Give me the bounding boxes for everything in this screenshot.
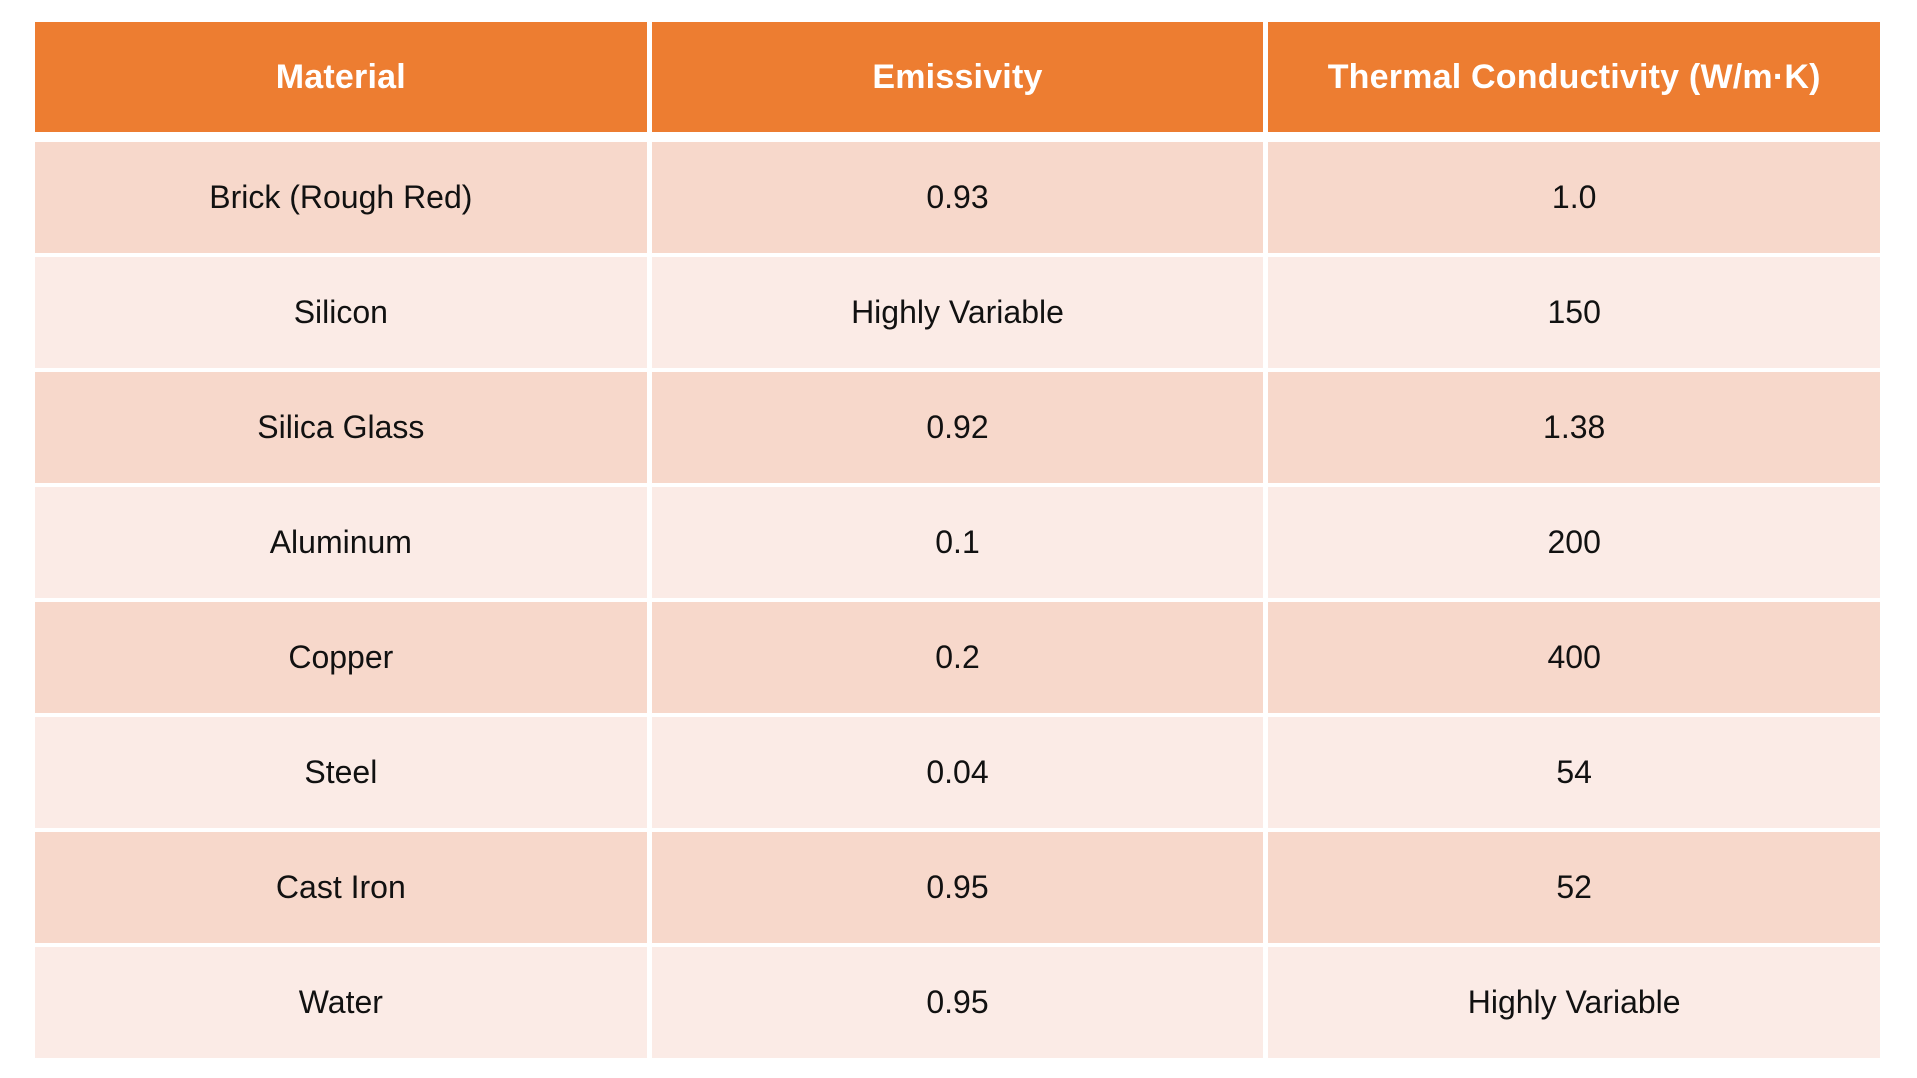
- table-cell: 0.92: [651, 372, 1264, 483]
- table-cell: Cast Iron: [35, 832, 647, 943]
- header-cell-material: Material: [35, 22, 647, 132]
- table-row: Steel 0.04 54: [35, 717, 1880, 828]
- table-cell: 1.0: [1268, 142, 1880, 253]
- table-cell: Copper: [35, 602, 647, 713]
- header-cell-thermal-conductivity: Thermal Conductivity (W/m·K): [1268, 22, 1880, 132]
- table-cell: Silicon: [35, 257, 647, 368]
- table-cell: Water: [35, 947, 647, 1058]
- table-cell: Steel: [35, 717, 647, 828]
- table-cell: Highly Variable: [1268, 947, 1880, 1058]
- table-cell: 0.95: [651, 832, 1264, 943]
- table-row: Copper 0.2 400: [35, 602, 1880, 713]
- table-cell: 1.38: [1268, 372, 1880, 483]
- table-cell: 200: [1268, 487, 1880, 598]
- table-cell: 0.95: [651, 947, 1264, 1058]
- table-row: Brick (Rough Red) 0.93 1.0: [35, 142, 1880, 253]
- table-cell: Brick (Rough Red): [35, 142, 647, 253]
- header-cell-emissivity: Emissivity: [651, 22, 1264, 132]
- table-cell: 150: [1268, 257, 1880, 368]
- table-header-row: Material Emissivity Thermal Conductivity…: [35, 22, 1880, 132]
- materials-properties-table: Material Emissivity Thermal Conductivity…: [35, 22, 1880, 1058]
- table-cell: Highly Variable: [651, 257, 1264, 368]
- table-cell: Silica Glass: [35, 372, 647, 483]
- table-cell: Aluminum: [35, 487, 647, 598]
- table-row: Water 0.95 Highly Variable: [35, 947, 1880, 1058]
- table-row: Silicon Highly Variable 150: [35, 257, 1880, 368]
- table-body: Brick (Rough Red) 0.93 1.0 Silicon Highly Va…: [35, 142, 1880, 1058]
- table-cell: 0.93: [651, 142, 1264, 253]
- table-cell: 54: [1268, 717, 1880, 828]
- table-row: Cast Iron 0.95 52: [35, 832, 1880, 943]
- table-row: Aluminum 0.1 200: [35, 487, 1880, 598]
- table-row: Silica Glass 0.92 1.38: [35, 372, 1880, 483]
- table-cell: 0.04: [651, 717, 1264, 828]
- table-cell: 0.1: [651, 487, 1264, 598]
- table-cell: 52: [1268, 832, 1880, 943]
- table-cell: 0.2: [651, 602, 1264, 713]
- table-cell: 400: [1268, 602, 1880, 713]
